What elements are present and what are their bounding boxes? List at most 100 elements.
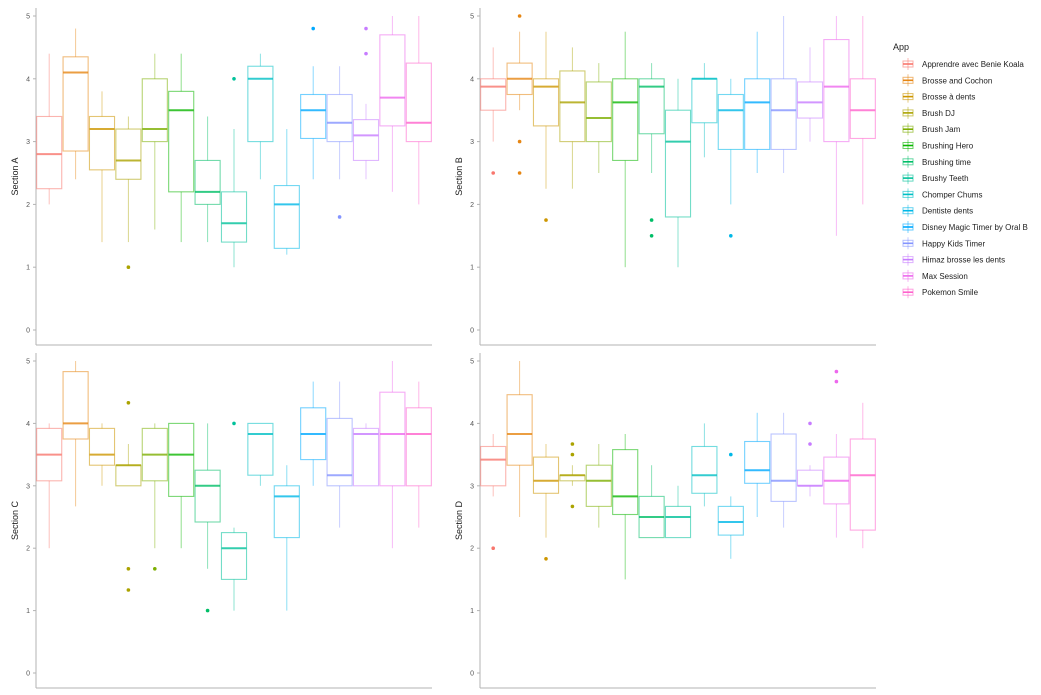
outlier-point bbox=[517, 14, 522, 18]
y-tick-label: 4 bbox=[26, 76, 30, 83]
box-himaz-brosse-les-dents bbox=[352, 26, 380, 180]
legend-label: Dentiste dents bbox=[922, 207, 973, 216]
outlier-point bbox=[126, 265, 131, 270]
box-iqr bbox=[612, 449, 639, 516]
legend-item: Dentiste dents bbox=[902, 204, 973, 217]
box-iqr bbox=[379, 34, 406, 127]
box-brushing-hero bbox=[612, 434, 639, 580]
box-iqr bbox=[326, 417, 353, 487]
box-iqr bbox=[220, 191, 248, 243]
y-tick-label: 1 bbox=[470, 265, 474, 272]
legend-item: Brosse à dents bbox=[902, 90, 975, 103]
outlier-point bbox=[232, 421, 236, 426]
legend-item: Brushy Teeth bbox=[902, 172, 969, 185]
y-axis-title: Section B bbox=[454, 157, 464, 196]
y-tick-label: 5 bbox=[26, 14, 30, 21]
box-iqr bbox=[379, 391, 406, 487]
y-tick-label: 5 bbox=[470, 359, 474, 366]
y-tick-label: 0 bbox=[26, 328, 30, 335]
box-brushing-time bbox=[194, 423, 221, 613]
box-iqr bbox=[247, 65, 274, 143]
box-apprendre-avec-benie-koala bbox=[480, 434, 507, 550]
box-iqr bbox=[532, 456, 560, 494]
y-tick-label: 2 bbox=[470, 546, 474, 553]
box-happy-kids-timer bbox=[770, 412, 797, 528]
box-brushy-teeth bbox=[220, 421, 248, 611]
box-dentiste-dents bbox=[717, 78, 744, 238]
box-max-session bbox=[379, 361, 406, 549]
box-iqr bbox=[168, 90, 195, 193]
legend-item: Chomper Chums bbox=[902, 188, 982, 201]
box-happy-kids-timer bbox=[326, 381, 353, 528]
box-dentiste-dents bbox=[717, 452, 744, 559]
y-axis-title: Section D bbox=[454, 500, 464, 540]
box-chomper-chums bbox=[691, 63, 718, 158]
outlier-point bbox=[729, 234, 733, 238]
box-iqr bbox=[62, 56, 89, 152]
outlier-point bbox=[153, 566, 157, 571]
box-brosse-and-cochon bbox=[506, 361, 533, 517]
y-tick-label: 4 bbox=[470, 76, 474, 83]
legend: App Apprendre avec Benie Koala Brosse and … bbox=[893, 42, 1028, 299]
box-iqr bbox=[823, 38, 850, 143]
box-iqr bbox=[506, 394, 533, 466]
legend-label: Pokemon Smile bbox=[922, 288, 979, 297]
panel-4: 0 1 2 3 4 5 Section D bbox=[454, 353, 876, 689]
box-pokemon-smile bbox=[849, 402, 876, 549]
y-tick-label: 0 bbox=[470, 671, 474, 678]
outlier-point bbox=[808, 442, 812, 446]
box-iqr bbox=[220, 532, 248, 580]
box-iqr bbox=[585, 464, 612, 507]
y-tick-label: 3 bbox=[26, 139, 30, 146]
legend-label: Apprendre avec Benie Koala bbox=[922, 60, 1024, 69]
box-brushing-hero bbox=[168, 53, 195, 243]
box-chomper-chums bbox=[247, 422, 274, 486]
legend-label: Brush DJ bbox=[922, 109, 955, 118]
box-iqr bbox=[405, 407, 432, 487]
legend-label: Brushing Hero bbox=[922, 142, 974, 151]
box-iqr bbox=[300, 93, 327, 140]
outlier-point bbox=[544, 557, 548, 561]
legend-label: Brosse à dents bbox=[922, 93, 975, 102]
legend-title: App bbox=[893, 42, 909, 52]
legend-item: Max Session bbox=[902, 269, 968, 282]
y-tick-label: 3 bbox=[470, 483, 474, 490]
box-iqr bbox=[352, 119, 380, 161]
box-iqr bbox=[691, 445, 718, 494]
outlier-point bbox=[570, 452, 575, 457]
outlier-point bbox=[126, 566, 131, 571]
box-happy-kids-timer bbox=[326, 66, 353, 219]
box-brushing-hero bbox=[612, 31, 639, 268]
y-tick-label: 3 bbox=[26, 483, 30, 490]
box-disney-magic-timer-by-oral-b bbox=[744, 412, 771, 517]
outlier-point bbox=[808, 421, 812, 426]
box-happy-kids-timer bbox=[770, 16, 797, 173]
box-brush-jam bbox=[585, 443, 612, 528]
legend-item: Brush Jam bbox=[902, 123, 961, 136]
legend-label: Happy Kids Timer bbox=[922, 239, 985, 248]
box-brosse-dents bbox=[88, 423, 116, 486]
outlier-point bbox=[517, 171, 522, 175]
box-iqr bbox=[849, 78, 876, 140]
box-iqr bbox=[480, 78, 507, 111]
box-iqr bbox=[194, 469, 221, 523]
box-disney-magic-timer-by-oral-b bbox=[744, 31, 771, 173]
box-iqr bbox=[273, 185, 300, 249]
box-brushing-time bbox=[194, 116, 221, 243]
box-iqr bbox=[744, 78, 771, 151]
outlier-point bbox=[517, 139, 522, 144]
box-iqr bbox=[532, 78, 560, 127]
box-brush-jam bbox=[585, 63, 612, 173]
panel-3: 0 1 2 3 4 5 Section C bbox=[10, 353, 432, 689]
legend-label: Brushy Teeth bbox=[922, 174, 969, 183]
box-dentiste-dents bbox=[273, 465, 300, 611]
box-brosse-and-cochon bbox=[62, 28, 89, 180]
outlier-point bbox=[126, 401, 131, 405]
y-tick-label: 2 bbox=[26, 202, 30, 209]
box-brush-jam bbox=[141, 53, 168, 230]
box-iqr bbox=[770, 433, 797, 502]
box-iqr bbox=[141, 78, 168, 143]
box-pokemon-smile bbox=[405, 381, 432, 528]
